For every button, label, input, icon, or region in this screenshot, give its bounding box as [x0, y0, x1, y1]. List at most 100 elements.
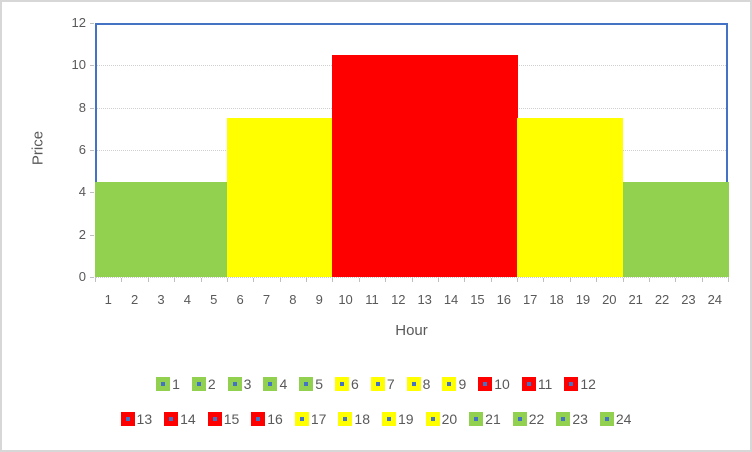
legend-label: 21 — [485, 411, 501, 427]
bar-hour-7[interactable] — [253, 118, 281, 277]
legend-swatch-icon — [370, 377, 385, 391]
legend-item-20[interactable]: 20 — [425, 411, 457, 427]
x-tick-24 — [728, 278, 729, 282]
bar-hour-21[interactable] — [622, 181, 650, 277]
bar-hour-18[interactable] — [543, 118, 571, 277]
bar-hour-13[interactable] — [411, 54, 439, 277]
legend-item-16[interactable]: 16 — [251, 411, 283, 427]
legend-label: 18 — [354, 411, 370, 427]
legend-swatch-icon — [335, 377, 350, 391]
legend-marker-dot-icon — [483, 382, 488, 386]
legend-item-24[interactable]: 24 — [599, 411, 631, 427]
legend-item-19[interactable]: 19 — [382, 411, 414, 427]
plot-border-right — [726, 23, 728, 277]
legend-label: 8 — [422, 376, 431, 392]
x-tick-label-1: 1 — [104, 292, 112, 307]
legend-item-9[interactable]: 9 — [442, 376, 466, 392]
bar-hour-10[interactable] — [332, 54, 360, 277]
x-tick-8 — [306, 278, 307, 282]
legend-item-3[interactable]: 3 — [227, 376, 251, 392]
x-axis-line — [95, 277, 729, 278]
legend-item-18[interactable]: 18 — [338, 411, 370, 427]
legend-marker-dot-icon — [125, 417, 130, 421]
bar-hour-11[interactable] — [358, 54, 386, 277]
legend-item-14[interactable]: 14 — [164, 411, 196, 427]
legend-label: 14 — [180, 411, 196, 427]
x-tick-13 — [437, 278, 439, 282]
bar-hour-2[interactable] — [121, 181, 149, 277]
legend-item-17[interactable]: 17 — [294, 411, 326, 427]
legend-swatch-icon — [263, 377, 278, 391]
legend-item-15[interactable]: 15 — [207, 411, 239, 427]
x-tick-label-17: 17 — [522, 292, 538, 307]
bar-hour-5[interactable] — [200, 181, 228, 277]
x-tick-label-22: 22 — [654, 292, 670, 307]
y-tick-label-8: 8 — [78, 99, 86, 115]
y-tick-10 — [90, 65, 94, 67]
legend-marker-dot-icon — [387, 417, 391, 421]
bar-hour-14[interactable] — [437, 54, 465, 277]
legend-item-1[interactable]: 1 — [156, 376, 180, 392]
legend-marker-dot-icon — [196, 382, 201, 386]
x-tick-22 — [675, 278, 677, 282]
bar-hour-20[interactable] — [596, 118, 623, 277]
legend-marker-dot-icon — [411, 382, 416, 386]
bar-hour-9[interactable] — [306, 118, 333, 277]
x-tick-3 — [174, 278, 176, 282]
legend-item-13[interactable]: 13 — [120, 411, 152, 427]
x-tick-label-14: 14 — [443, 292, 459, 307]
y-tick-8 — [90, 107, 94, 109]
bar-hour-15[interactable] — [464, 54, 492, 277]
bar-hour-12[interactable] — [385, 54, 412, 277]
legend-swatch-icon — [156, 377, 171, 391]
legend-marker-dot-icon — [569, 382, 574, 386]
legend-item-5[interactable]: 5 — [299, 376, 323, 392]
legend-marker-dot-icon — [232, 382, 237, 386]
x-tick-label-21: 21 — [628, 292, 643, 307]
legend-item-8[interactable]: 8 — [406, 376, 431, 392]
x-tick-12 — [411, 278, 413, 282]
bar-hour-16[interactable] — [490, 54, 518, 277]
legend-label: 7 — [386, 376, 395, 392]
legend-swatch-icon — [478, 377, 493, 391]
bar-hour-22[interactable] — [648, 181, 676, 277]
legend-label: 22 — [528, 411, 545, 427]
x-tick-2 — [147, 278, 149, 282]
legend-item-7[interactable]: 7 — [370, 376, 395, 392]
x-tick-21 — [648, 278, 650, 282]
legend-item-11[interactable]: 11 — [521, 376, 552, 392]
legend-item-23[interactable]: 23 — [556, 411, 588, 427]
bar-hour-8[interactable] — [279, 118, 307, 277]
y-tick-4 — [90, 192, 94, 194]
bar-hour-1[interactable] — [95, 181, 122, 277]
bar-hour-4[interactable] — [174, 181, 201, 277]
bar-hour-23[interactable] — [675, 181, 703, 277]
legend-item-4[interactable]: 4 — [263, 376, 287, 392]
legend-row-2: 13 14 15 16 17 18 19 20 21 22 23 24 — [2, 411, 750, 427]
legend-item-12[interactable]: 12 — [564, 376, 596, 392]
bar-hour-3[interactable] — [147, 181, 175, 277]
bar-hour-17[interactable] — [517, 118, 544, 277]
y-tick-label-12: 12 — [71, 15, 86, 30]
y-tick-label-6: 6 — [78, 142, 86, 157]
legend-item-2[interactable]: 2 — [191, 376, 216, 392]
x-tick-label-10: 10 — [338, 292, 353, 307]
legend-swatch-icon — [556, 412, 571, 426]
legend-swatch-icon — [191, 377, 206, 391]
legend-item-10[interactable]: 10 — [478, 376, 510, 392]
legend-marker-dot-icon — [212, 417, 217, 421]
bar-hour-6[interactable] — [226, 118, 254, 277]
x-tick-label-8: 8 — [289, 292, 297, 307]
legend-marker-dot-icon — [299, 417, 304, 421]
legend-swatch-icon — [406, 377, 421, 391]
legend-item-22[interactable]: 22 — [512, 411, 545, 427]
x-tick-label-4: 4 — [183, 292, 191, 307]
legend-swatch-icon — [564, 377, 579, 391]
bar-hour-24[interactable] — [701, 181, 729, 277]
plot-border-left — [95, 23, 97, 277]
legend-item-6[interactable]: 6 — [335, 376, 359, 392]
legend-item-21[interactable]: 21 — [469, 411, 501, 427]
legend-marker-dot-icon — [169, 417, 174, 421]
legend-label: 16 — [267, 411, 283, 427]
bar-hour-19[interactable] — [569, 118, 597, 277]
